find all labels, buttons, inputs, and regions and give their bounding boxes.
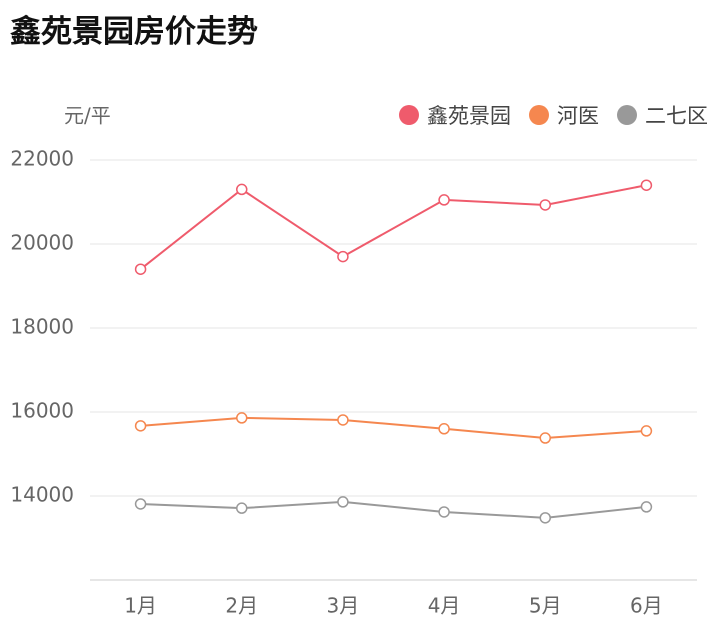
- x-tick-label: 2月: [225, 594, 258, 618]
- data-point: [337, 496, 349, 508]
- series-line: [140, 416, 647, 440]
- legend-item[interactable]: 二七区: [617, 100, 708, 130]
- y-axis-label: 元/平: [64, 104, 111, 128]
- data-point: [236, 412, 248, 424]
- series-line: [140, 500, 647, 519]
- legend-marker: [529, 105, 549, 125]
- chart-title: 鑫苑景园房价走势: [10, 14, 258, 50]
- data-point: [236, 183, 248, 196]
- data-point: [134, 420, 147, 432]
- series-line: [139, 184, 647, 270]
- y-tick-label: 14000: [10, 483, 74, 507]
- data-point: [640, 425, 653, 437]
- y-tick-label: 20000: [10, 231, 74, 255]
- legend-marker: [399, 105, 419, 125]
- x-tick-label: 6月: [630, 594, 663, 618]
- x-tick-label: 4月: [428, 594, 461, 618]
- x-tick-label: 5月: [529, 594, 562, 618]
- x-tick-label: 3月: [327, 594, 360, 618]
- data-point: [438, 423, 450, 435]
- data-point: [337, 414, 349, 426]
- data-point: [539, 199, 551, 211]
- data-point: [337, 250, 349, 263]
- y-tick-label: 18000: [10, 315, 74, 339]
- data-point: [438, 506, 450, 518]
- legend-item[interactable]: 河医: [529, 100, 599, 130]
- data-point: [134, 263, 147, 275]
- legend-label: 二七区: [645, 104, 708, 128]
- data-point: [539, 432, 551, 444]
- legend-label: 河医: [557, 104, 599, 128]
- x-tick-label: 1月: [124, 594, 157, 618]
- data-point: [640, 179, 653, 191]
- data-point: [134, 498, 147, 510]
- data-point: [438, 194, 450, 206]
- legend: 鑫苑景园 河医 二七区: [399, 100, 708, 130]
- legend-item[interactable]: 鑫苑景园: [399, 100, 511, 130]
- legend-label: 鑫苑景园: [427, 104, 511, 128]
- legend-marker: [617, 105, 637, 125]
- y-tick-label: 16000: [10, 399, 74, 423]
- data-point: [539, 512, 551, 524]
- y-tick-label: 22000: [10, 147, 74, 171]
- data-point: [640, 501, 653, 513]
- data-point: [236, 502, 248, 514]
